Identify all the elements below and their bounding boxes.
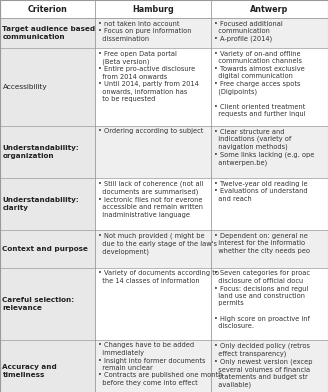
Bar [95, 268, 211, 340]
Text: • Not much provided ( might be
  due to the early stage of the law's
  developme: • Not much provided ( might be due to th… [97, 232, 216, 254]
Text: Understandability:
organization: Understandability: organization [3, 145, 79, 159]
Text: Understandability:
clarity: Understandability: clarity [3, 197, 79, 211]
Bar [0, 340, 95, 392]
Bar [0, 126, 95, 178]
Bar [211, 178, 328, 230]
Text: • Focused additional
  communication
• A-profile (2014): • Focused additional communication • A-p… [214, 20, 282, 42]
Text: • Variety of documents according to
  the 14 classes of information: • Variety of documents according to the … [97, 270, 218, 284]
Text: Careful selection:
relevance: Careful selection: relevance [3, 297, 75, 311]
Text: • Dependent on: general ne
  interest for the informatio
  whether the city need: • Dependent on: general ne interest for … [214, 232, 310, 254]
Bar [211, 340, 328, 392]
Bar [211, 126, 328, 178]
Bar [95, 18, 211, 48]
Text: Criterion: Criterion [28, 4, 68, 13]
Bar [95, 340, 211, 392]
Text: • Clear structure and
  indications (variety of
  navigation methods)
• Some lin: • Clear structure and indications (varie… [214, 129, 314, 167]
Text: Antwerp: Antwerp [250, 4, 289, 13]
Bar [95, 178, 211, 230]
Bar [95, 230, 211, 268]
Bar [95, 126, 211, 178]
Text: • Still lack of coherence (not all
  documents are summarised)
• lectronic files: • Still lack of coherence (not all docum… [97, 180, 203, 218]
Bar [0, 0, 328, 18]
Text: Target audience based
communication: Target audience based communication [3, 26, 96, 40]
Text: Accuracy and
timeliness: Accuracy and timeliness [3, 364, 57, 378]
Bar [0, 230, 95, 268]
Text: Accessibility: Accessibility [3, 84, 47, 90]
Bar [95, 48, 211, 126]
Bar [0, 178, 95, 230]
Text: Hamburg: Hamburg [132, 4, 174, 13]
Bar [0, 18, 95, 48]
Text: • Twelve-year old reading le
• Evaluations of understand
  and reach: • Twelve-year old reading le • Evaluatio… [214, 180, 307, 201]
Text: • not taken into account
• Focus on pure information
  dissemination: • not taken into account • Focus on pure… [97, 20, 191, 42]
Bar [211, 230, 328, 268]
Bar [211, 268, 328, 340]
Text: • Changes have to be added
  immediately
• Insight into former documents
  remai: • Changes have to be added immediately •… [97, 343, 222, 386]
Text: • Ordering according to subject: • Ordering according to subject [97, 129, 203, 134]
Bar [211, 48, 328, 126]
Bar [211, 18, 328, 48]
Text: • Seven categories for proac
  disclosure of official docu
• Focus: decisions an: • Seven categories for proac disclosure … [214, 270, 310, 329]
Bar [0, 268, 95, 340]
Bar [0, 48, 95, 126]
Text: • Only decided policy (retros
  effect transparency)
• Only newest version (exce: • Only decided policy (retros effect tra… [214, 343, 312, 388]
Text: • Free open Data portal
  (Beta version)
• Entire pro-active disclosure
  from 2: • Free open Data portal (Beta version) •… [97, 51, 198, 102]
Text: • Variety of on-and offline
  communication channels
• Towards almost exclusive
: • Variety of on-and offline communicatio… [214, 51, 305, 117]
Text: Context and purpose: Context and purpose [3, 246, 88, 252]
